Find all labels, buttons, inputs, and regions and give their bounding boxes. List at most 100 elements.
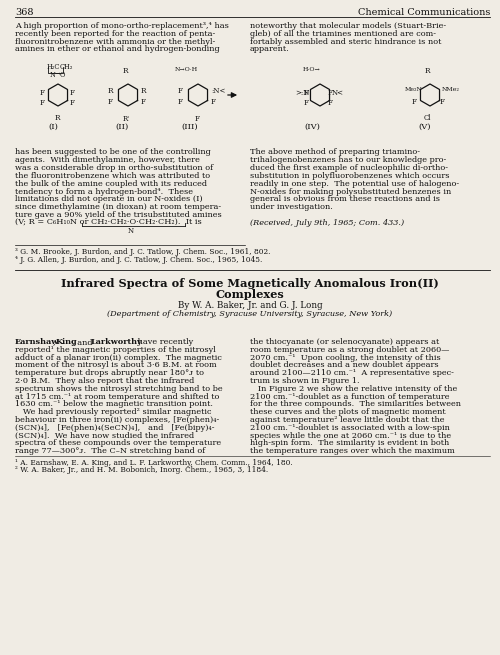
Text: temperature but drops abruptly near 180°ᴊ to: temperature but drops abruptly near 180°…: [15, 369, 204, 377]
Text: N: N: [128, 227, 134, 235]
Text: Infrared Spectra of Some Magnetically Anomalous Iron(II): Infrared Spectra of Some Magnetically An…: [61, 278, 439, 289]
Text: reported¹ the magnetic properties of the nitrosyl: reported¹ the magnetic properties of the…: [15, 346, 216, 354]
Text: around 2100—2110 cm.⁻¹  A representative spec-: around 2100—2110 cm.⁻¹ A representative …: [250, 369, 454, 377]
Text: the fluoronitrobenzene which was attributed to: the fluoronitrobenzene which was attribu…: [15, 172, 210, 179]
Text: spectrum shows the nitrosyl stretching band to be: spectrum shows the nitrosyl stretching b…: [15, 384, 223, 393]
Text: trum is shown in Figure 1.: trum is shown in Figure 1.: [250, 377, 360, 385]
Text: N→O·H: N→O·H: [174, 67, 198, 72]
Text: (III): (III): [182, 123, 198, 131]
Text: , and: , and: [72, 338, 95, 346]
Text: the bulk of the amine coupled with its reduced: the bulk of the amine coupled with its r…: [15, 179, 207, 187]
Text: Complexes: Complexes: [216, 289, 284, 300]
Text: F: F: [70, 89, 75, 97]
Text: against temperature² leave little doubt that the: against temperature² leave little doubt …: [250, 416, 444, 424]
Text: H₂C: H₂C: [47, 63, 60, 71]
Text: readily in one step.  The potential use of halogeno-: readily in one step. The potential use o…: [250, 179, 459, 187]
Text: the thiocyanate (or selenocyanate) appears at: the thiocyanate (or selenocyanate) appea…: [250, 338, 440, 346]
Text: room temperature as a strong doublet at 2060—: room temperature as a strong doublet at …: [250, 346, 450, 354]
Text: (Received, July 9th, 1965; Com. 433.): (Received, July 9th, 1965; Com. 433.): [250, 219, 404, 227]
Text: was a considerable drop in ortho-substitution of: was a considerable drop in ortho-substit…: [15, 164, 213, 172]
Text: F: F: [304, 99, 309, 107]
Text: at 1715 cm.⁻¹ at room temperature and shifted to: at 1715 cm.⁻¹ at room temperature and sh…: [15, 392, 220, 401]
Text: F: F: [141, 98, 146, 106]
Text: We had previously reported² similar magnetic: We had previously reported² similar magn…: [15, 408, 212, 416]
Text: F: F: [40, 99, 45, 107]
Text: amines in ether or ethanol and hydrogen-bonding: amines in ether or ethanol and hydrogen-…: [15, 45, 220, 54]
Text: range 77—300°ᴊ.  The C–N stretching band of: range 77—300°ᴊ. The C–N stretching band …: [15, 447, 206, 455]
Text: ³ G. M. Brooke, J. Burdon, and J. C. Tatlow, J. Chem. Soc., 1961, 802.: ³ G. M. Brooke, J. Burdon, and J. C. Tat…: [15, 248, 270, 256]
Text: F: F: [40, 89, 45, 97]
Text: F: F: [195, 115, 200, 123]
Text: recently been reported for the reaction of penta-: recently been reported for the reaction …: [15, 29, 215, 38]
Text: tendency to form a hydrogen-bond⁴.  These: tendency to form a hydrogen-bond⁴. These: [15, 187, 193, 195]
Text: F: F: [412, 98, 417, 106]
Text: (II): (II): [116, 123, 128, 131]
Text: >:N: >:N: [295, 89, 310, 97]
Text: noteworthy that molecular models (Stuart-Brie-: noteworthy that molecular models (Stuart…: [250, 22, 446, 30]
Text: Cl: Cl: [424, 114, 430, 122]
Text: Chemical Communications: Chemical Communications: [358, 8, 490, 17]
Text: Me₂N: Me₂N: [405, 87, 423, 92]
Text: F: F: [70, 99, 75, 107]
Text: (Department of Chemistry, Syracuse University, Syracuse, New York): (Department of Chemistry, Syracuse Unive…: [108, 310, 393, 318]
Text: agents.  With dimethylamine, however, there: agents. With dimethylamine, however, the…: [15, 156, 200, 164]
Text: Larkworthy: Larkworthy: [91, 338, 143, 346]
Text: apparent.: apparent.: [250, 45, 290, 54]
Text: 2070 cm.⁻¹  Upon cooling, the intensity of this: 2070 cm.⁻¹ Upon cooling, the intensity o…: [250, 354, 441, 362]
Text: ² W. A. Baker, Jr., and H. M. Bobonich, Inorg. Chem., 1965, 3, 1184.: ² W. A. Baker, Jr., and H. M. Bobonich, …: [15, 466, 268, 474]
Text: under investigation.: under investigation.: [250, 203, 333, 212]
Text: fortably assembled and steric hindrance is not: fortably assembled and steric hindrance …: [250, 37, 442, 46]
Text: has been suggested to be one of the controlling: has been suggested to be one of the cont…: [15, 148, 211, 156]
Text: A high proportion of mono-ortho-replacement³,⁴ has: A high proportion of mono-ortho-replacem…: [15, 22, 229, 30]
Text: 2·0 B.M.  They also report that the infrared: 2·0 B.M. They also report that the infra…: [15, 377, 194, 385]
Text: ¹ A. Earnshaw, E. A. King, and L. F. Larkworthy, Chem. Comm., 1964, 180.: ¹ A. Earnshaw, E. A. King, and L. F. Lar…: [15, 459, 293, 467]
Text: these curves and the plots of magnetic moment: these curves and the plots of magnetic m…: [250, 408, 446, 416]
Text: (IV): (IV): [304, 123, 320, 131]
Text: ⁴ J. G. Allen, J. Burdon, and J. C. Tatlow, J. Chem. Soc., 1965, 1045.: ⁴ J. G. Allen, J. Burdon, and J. C. Tatl…: [15, 255, 262, 263]
Text: moment of the nitrosyl is about 3·6 B.M. at room: moment of the nitrosyl is about 3·6 B.M.…: [15, 362, 216, 369]
Text: F: F: [304, 89, 309, 97]
Text: 2100 cm.⁻¹-doublet is associated with a low-spin: 2100 cm.⁻¹-doublet is associated with a …: [250, 424, 450, 432]
Text: R: R: [424, 67, 430, 75]
Text: for the three compounds.  The similarities between: for the three compounds. The similaritie…: [250, 400, 461, 409]
Text: N-oxides for making polysubstituted benzenes in: N-oxides for making polysubstituted benz…: [250, 187, 451, 195]
Text: F: F: [178, 98, 183, 106]
Text: R: R: [141, 87, 146, 95]
Text: CH₂: CH₂: [60, 63, 74, 71]
Text: By W. A. Baker, Jr. and G. J. Long: By W. A. Baker, Jr. and G. J. Long: [178, 301, 322, 310]
Text: :N<: :N<: [211, 87, 226, 95]
Text: O: O: [60, 71, 66, 79]
Text: adduct of a planar iron(ii) complex.  The magnetic: adduct of a planar iron(ii) complex. The…: [15, 354, 222, 362]
Text: ture gave a 90% yield of the trisubstituted amines: ture gave a 90% yield of the trisubstitu…: [15, 211, 222, 219]
Text: limitations did not operate in our N-oxides (I): limitations did not operate in our N-oxi…: [15, 195, 202, 204]
Text: F: F: [328, 99, 333, 107]
Text: ,: ,: [53, 338, 58, 346]
Text: general is obvious from these reactions and is: general is obvious from these reactions …: [250, 195, 440, 204]
Text: high-spin form.  The similarity is evident in both: high-spin form. The similarity is eviden…: [250, 440, 449, 447]
Text: behaviour in three iron(ii) complexes, [Fe(phen)₄-: behaviour in three iron(ii) complexes, […: [15, 416, 219, 424]
Text: have recently: have recently: [135, 338, 193, 346]
Text: (V; R = C₆H₁₀N or CH₂·CH₂·O·CH₂·CH₂).  It is: (V; R = C₆H₁₀N or CH₂·CH₂·O·CH₂·CH₂). It…: [15, 219, 202, 227]
Text: (I): (I): [48, 123, 58, 131]
Text: H·O→: H·O→: [303, 67, 321, 72]
Text: King: King: [56, 338, 78, 346]
Text: The above method of preparing triamino-: The above method of preparing triamino-: [250, 148, 420, 156]
Text: N: N: [50, 71, 56, 79]
Text: 2100 cm.⁻¹-doublet as a function of temperature: 2100 cm.⁻¹-doublet as a function of temp…: [250, 392, 450, 401]
Text: F: F: [211, 98, 216, 106]
Text: species while the one at 2060 cm.⁻¹ is due to the: species while the one at 2060 cm.⁻¹ is d…: [250, 432, 451, 440]
Text: F: F: [108, 98, 113, 106]
Text: (V): (V): [419, 123, 431, 131]
Text: F: F: [328, 89, 333, 97]
Text: →: →: [55, 71, 60, 79]
Text: R': R': [123, 115, 130, 123]
Text: 368: 368: [15, 8, 34, 17]
Text: R: R: [55, 114, 60, 122]
Text: F: F: [178, 87, 183, 95]
Text: doublet decreases and a new doublet appears: doublet decreases and a new doublet appe…: [250, 362, 438, 369]
Text: trihalogenobenzenes has to our knowledge pro-: trihalogenobenzenes has to our knowledge…: [250, 156, 446, 164]
Text: In Figure 2 we show the relative intensity of the: In Figure 2 we show the relative intensi…: [250, 384, 457, 393]
Text: since dimethylamine (in dioxan) at room tempera-: since dimethylamine (in dioxan) at room …: [15, 203, 221, 212]
Text: gleb) of all the triamines mentioned are com-: gleb) of all the triamines mentioned are…: [250, 29, 436, 38]
Text: N<: N<: [332, 89, 344, 97]
